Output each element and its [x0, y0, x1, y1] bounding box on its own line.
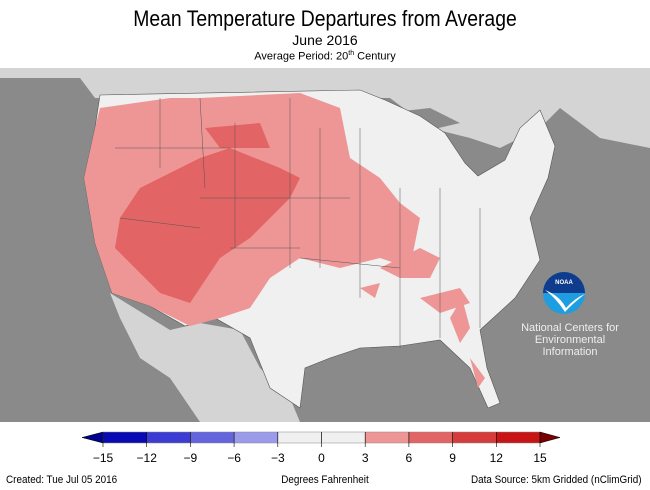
legend-tick-label: −9: [184, 451, 198, 465]
map-subtitle: June 2016: [292, 32, 358, 48]
legend-tick-label: −12: [137, 451, 158, 465]
legend-bin: [364, 431, 410, 444]
temperature-map: NOAA: [0, 68, 650, 422]
legend-tick-label: −6: [227, 451, 241, 465]
legend-tick-label: 9: [449, 451, 456, 465]
legend-bin: [233, 431, 279, 444]
canada: [0, 68, 650, 148]
legend-bin: [146, 431, 191, 444]
color-legend: −15 −12 −9 −6 −3 0 3 6 9 12 15: [81, 431, 561, 465]
average-period: Average Period: 20th Century: [254, 50, 396, 63]
units-label: Degrees Fahrenheit: [281, 474, 369, 486]
legend-bin: [496, 431, 541, 444]
legend-tick-label: −3: [271, 451, 285, 465]
legend-bin: [452, 431, 497, 444]
legend-bin: [408, 431, 453, 444]
ncei-label: National Centers for Environmental Informa…: [521, 322, 619, 358]
anomaly-6-9: [115, 123, 300, 303]
noaa-logo: NOAA: [543, 272, 585, 314]
legend-tick-label: 12: [490, 451, 504, 465]
mexico: [110, 293, 300, 422]
legend-low-arrow: [81, 431, 104, 444]
legend-tick-label: −15: [93, 451, 114, 465]
legend-tick-label: 6: [406, 451, 413, 465]
legend-high-arrow: [539, 431, 561, 444]
legend-tick-label: 3: [362, 451, 369, 465]
legend-bin: [102, 431, 147, 444]
created-date: Created: Tue Jul 05 2016: [6, 474, 118, 486]
legend-tick-label: 15: [533, 451, 547, 465]
map-title: Mean Temperature Departures from Average: [133, 6, 517, 31]
legend-tick-label: 0: [318, 451, 325, 465]
noaa-logo-text: NOAA: [555, 280, 573, 286]
legend-bin: [321, 431, 366, 444]
data-source: Data Source: 5km Gridded (nClimGrid): [471, 474, 642, 486]
state-borders: [115, 97, 481, 348]
legend-bin: [190, 431, 235, 444]
legend-bin: [277, 431, 322, 444]
